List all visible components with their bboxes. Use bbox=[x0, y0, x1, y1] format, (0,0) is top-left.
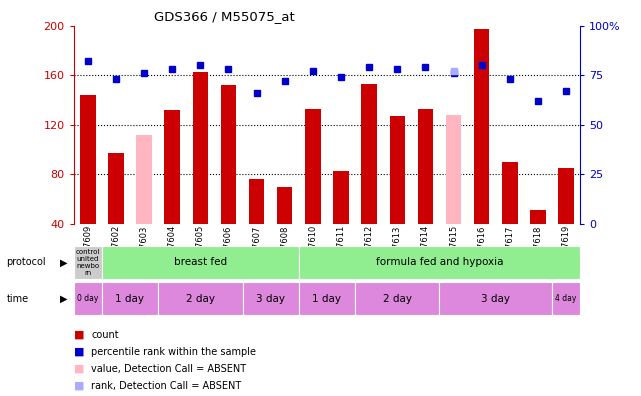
Bar bbox=[299, 246, 580, 279]
Text: 3 day: 3 day bbox=[256, 293, 285, 304]
Text: count: count bbox=[91, 329, 119, 340]
Bar bbox=[74, 246, 102, 279]
Bar bbox=[362, 84, 377, 224]
Bar bbox=[137, 135, 152, 224]
Text: breast fed: breast fed bbox=[174, 257, 227, 267]
Bar bbox=[221, 85, 236, 224]
Text: 1 day: 1 day bbox=[312, 293, 342, 304]
Text: formula fed and hypoxia: formula fed and hypoxia bbox=[376, 257, 503, 267]
Text: 2 day: 2 day bbox=[186, 293, 215, 304]
Text: ▶: ▶ bbox=[60, 293, 68, 304]
Bar bbox=[249, 179, 264, 224]
Text: protocol: protocol bbox=[6, 257, 46, 267]
Bar bbox=[558, 168, 574, 224]
Bar bbox=[502, 162, 517, 224]
Bar bbox=[418, 109, 433, 224]
Text: 1 day: 1 day bbox=[115, 293, 144, 304]
Bar bbox=[474, 29, 489, 224]
Text: ■: ■ bbox=[74, 329, 84, 340]
Bar bbox=[305, 109, 320, 224]
Text: 0 day: 0 day bbox=[77, 294, 99, 303]
Bar bbox=[299, 282, 355, 315]
Bar bbox=[440, 282, 552, 315]
Bar bbox=[552, 282, 580, 315]
Bar bbox=[165, 110, 180, 224]
Text: ■: ■ bbox=[74, 364, 84, 374]
Bar bbox=[74, 282, 102, 315]
Text: 2 day: 2 day bbox=[383, 293, 412, 304]
Text: 4 day: 4 day bbox=[555, 294, 577, 303]
Text: GDS366 / M55075_at: GDS366 / M55075_at bbox=[154, 10, 295, 23]
Text: ■: ■ bbox=[74, 381, 84, 391]
Bar bbox=[530, 210, 545, 224]
Bar bbox=[390, 116, 405, 224]
Text: rank, Detection Call = ABSENT: rank, Detection Call = ABSENT bbox=[91, 381, 241, 391]
Bar bbox=[355, 282, 440, 315]
Text: ▶: ▶ bbox=[60, 257, 68, 267]
Text: ■: ■ bbox=[74, 346, 84, 357]
Bar bbox=[445, 115, 462, 224]
Text: percentile rank within the sample: percentile rank within the sample bbox=[91, 346, 256, 357]
Bar bbox=[80, 95, 96, 224]
Bar bbox=[333, 171, 349, 224]
Bar bbox=[158, 282, 242, 315]
Bar bbox=[242, 282, 299, 315]
Bar bbox=[277, 187, 292, 224]
Bar bbox=[102, 282, 158, 315]
Bar bbox=[108, 153, 124, 224]
Text: control
united
newbo
rn: control united newbo rn bbox=[76, 249, 100, 276]
Text: 3 day: 3 day bbox=[481, 293, 510, 304]
Text: value, Detection Call = ABSENT: value, Detection Call = ABSENT bbox=[91, 364, 246, 374]
Text: time: time bbox=[6, 293, 29, 304]
Bar bbox=[102, 246, 299, 279]
Bar bbox=[192, 72, 208, 224]
